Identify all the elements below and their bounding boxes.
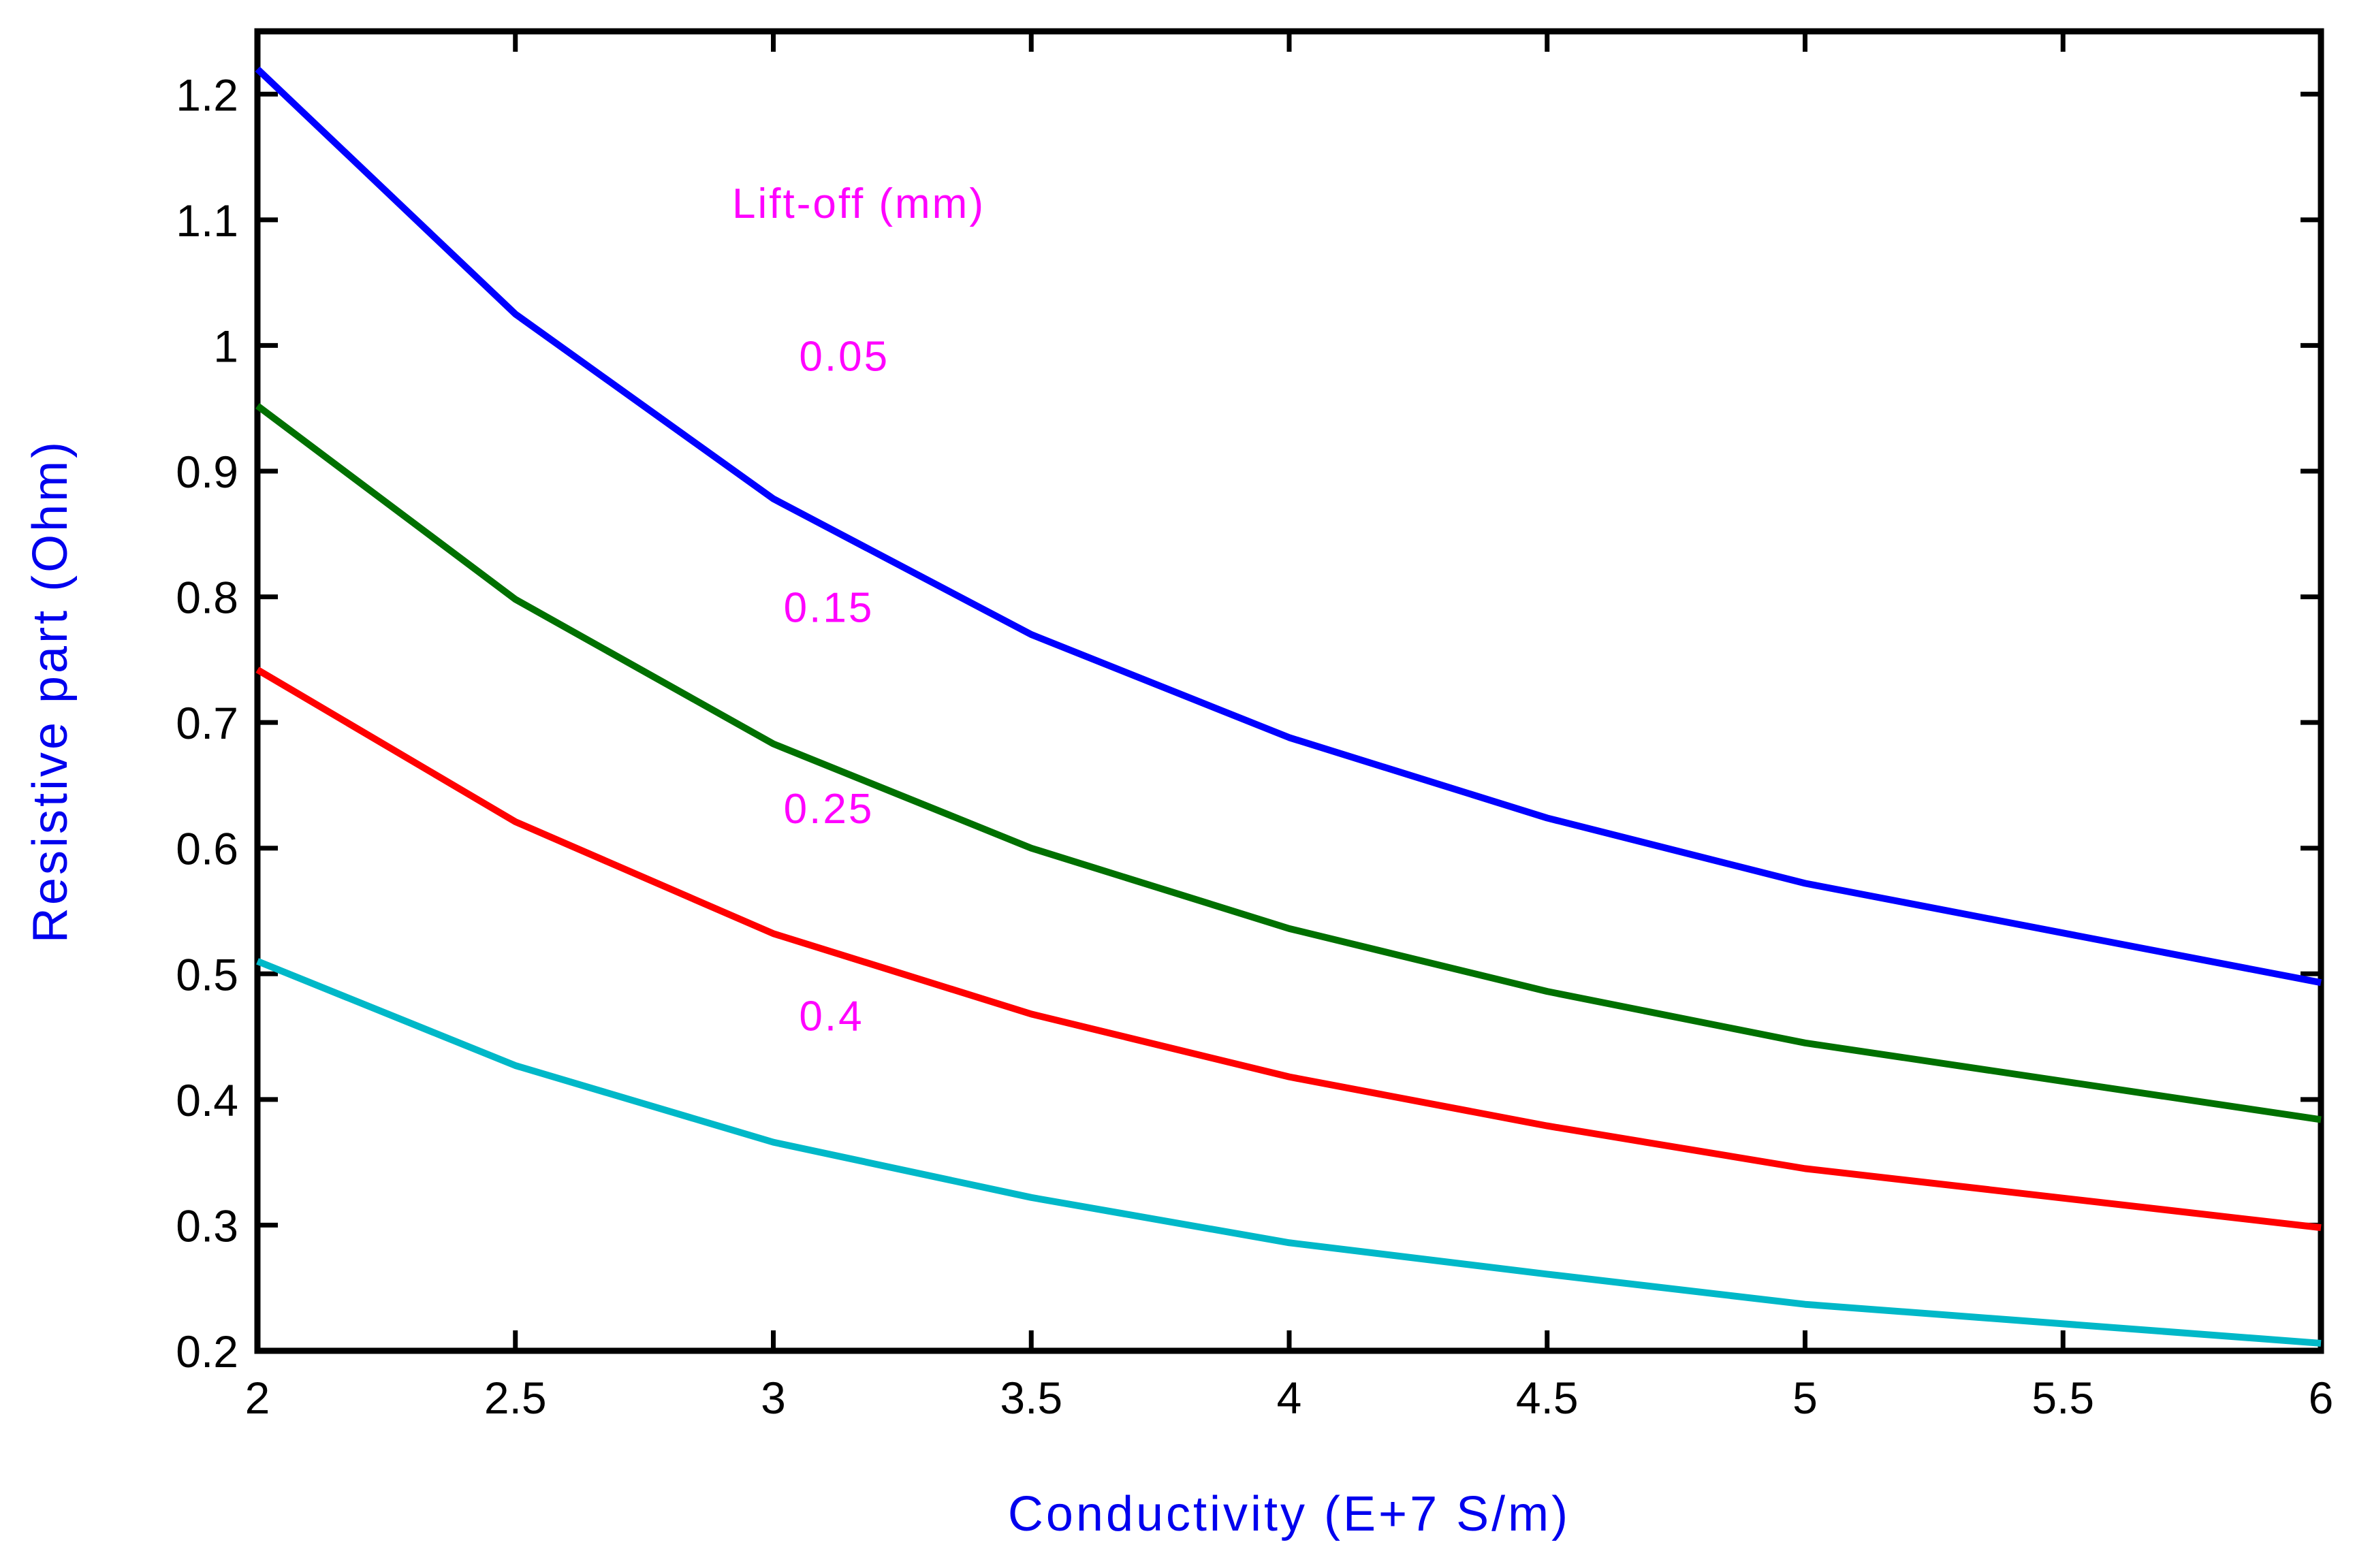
x-tick-label: 3 (761, 1373, 786, 1423)
y-tick-label: 0.5 (176, 949, 238, 999)
x-tick-label: 2.5 (484, 1373, 547, 1423)
y-tick-label: 0.7 (176, 698, 238, 748)
ticks (255, 31, 2324, 1354)
series-line-0.15 (255, 403, 2322, 1123)
y-tick-label: 0.4 (176, 1075, 238, 1125)
legend-title: Lift-off (mm) (732, 180, 985, 227)
series-line-0.4 (256, 958, 2322, 1347)
series-line-0.05 (255, 66, 2322, 987)
series-label-0.15: 0.15 (784, 584, 874, 631)
series-labels: 0.05 0.15 0.25 0.4 (784, 333, 889, 1040)
y-tick-label: 0.8 (176, 573, 238, 623)
x-tick-label: 3.5 (1000, 1373, 1062, 1423)
y-axis-title: Resistive part (Ohm) (23, 439, 78, 943)
series-label-0.25: 0.25 (784, 786, 874, 833)
x-tick-label: 6 (2309, 1373, 2334, 1423)
x-tick-label: 5 (1792, 1373, 1818, 1423)
x-tick-label: 4 (1277, 1373, 1302, 1423)
y-tick-labels: 0.2 0.3 0.4 0.5 0.6 0.7 0.8 0.9 1 1.1 1.2 (176, 69, 238, 1377)
x-tick-label: 4.5 (1516, 1373, 1579, 1423)
series-label-0.4: 0.4 (799, 993, 864, 1040)
series-label-0.05: 0.05 (799, 333, 889, 380)
y-tick-label: 1.1 (176, 195, 238, 246)
plot-frame (254, 28, 2324, 1354)
series-line-0.25 (255, 667, 2322, 1232)
y-tick-label: 1.2 (176, 69, 238, 120)
x-tick-label: 5.5 (2032, 1373, 2094, 1423)
series-lines (255, 66, 2322, 1347)
y-tick-label: 0.2 (176, 1326, 238, 1377)
x-tick-label: 2 (245, 1373, 270, 1423)
y-tick-label: 0.6 (176, 824, 238, 874)
y-tick-label: 0.9 (176, 447, 238, 497)
x-axis-title: Conductivity (E+7 S/m) (1008, 1487, 1570, 1541)
y-tick-label: 1 (213, 321, 238, 371)
y-tick-label: 0.3 (176, 1200, 238, 1251)
x-tick-labels: 2 2.5 3 3.5 4 4.5 5 5.5 6 (245, 1373, 2334, 1423)
